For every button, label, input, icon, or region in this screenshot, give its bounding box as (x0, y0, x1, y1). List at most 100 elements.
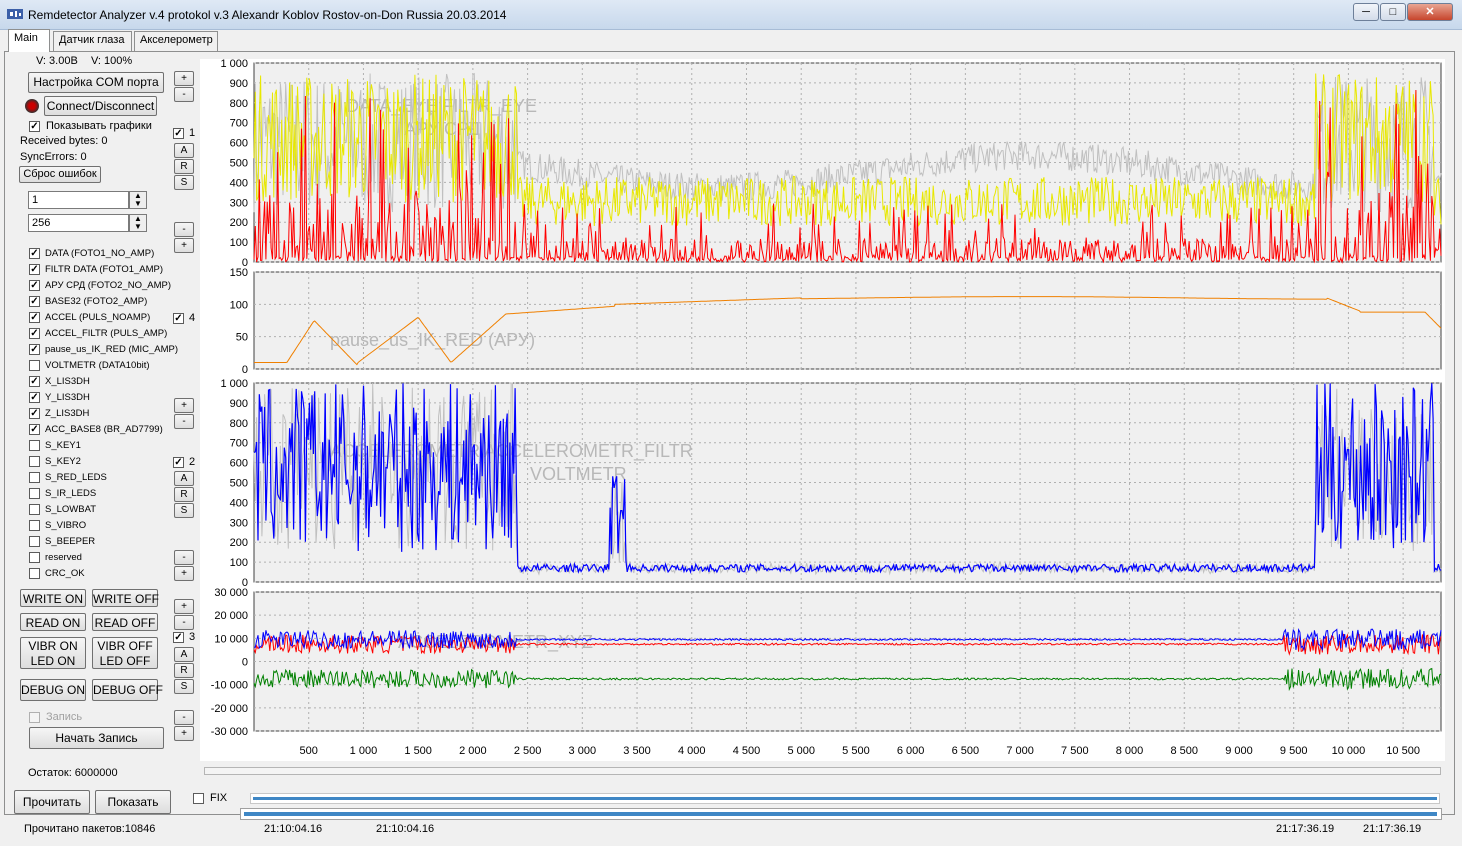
channel-item[interactable]: S_KEY1 (29, 439, 189, 453)
read-button[interactable]: Прочитать (14, 790, 90, 814)
channel-item[interactable]: reserved (29, 551, 189, 565)
channel-checkbox[interactable] (29, 552, 40, 563)
channel-item[interactable]: S_IR_LEDS (29, 487, 189, 501)
channel-item[interactable]: ✓ АРУ СРД (FOTO2_NO_AMP) (29, 279, 189, 293)
channel-checkbox[interactable] (29, 520, 40, 531)
number-input-2[interactable]: 256 (28, 214, 129, 232)
channel-checkbox[interactable]: ✓ (29, 328, 40, 339)
record-checkbox[interactable] (29, 712, 40, 723)
channel-checkbox[interactable]: ✓ (29, 376, 40, 387)
vibr-led-on-button[interactable]: VIBR ON LED ON (20, 637, 86, 669)
channel-checkbox[interactable]: ✓ (29, 248, 40, 259)
tab-eye-sensor[interactable]: Датчик глаза (53, 31, 132, 51)
chart-scrollbar[interactable] (204, 767, 1441, 775)
zoom-out-button[interactable]: - (174, 710, 194, 725)
zoom-in-button[interactable]: + (174, 566, 194, 581)
channel-item[interactable]: S_LOWBAT (29, 503, 189, 517)
connect-button[interactable]: Connect/Disconnect (44, 96, 157, 116)
channel-checkbox[interactable]: ✓ (29, 312, 40, 323)
channel-item[interactable]: ✓ DATA (FOTO1_NO_AMP) (29, 247, 189, 261)
channel-checkbox[interactable]: ✓ (29, 408, 40, 419)
channel-item[interactable]: S_RED_LEDS (29, 471, 189, 485)
channel-checkbox[interactable] (29, 472, 40, 483)
channel-item[interactable]: ✓ Z_LIS3DH (29, 407, 189, 421)
start-record-button[interactable]: Начать Запись (29, 727, 164, 749)
write-on-button[interactable]: WRITE ON (20, 589, 86, 607)
channel-item[interactable]: ✓ Y_LIS3DH (29, 391, 189, 405)
channel-item[interactable]: S_BEEPER (29, 535, 189, 549)
graph-visible-checkbox[interactable]: ✓ (173, 313, 184, 324)
scale-button[interactable]: S (174, 175, 194, 190)
reset-scale-button[interactable]: R (174, 663, 194, 678)
channel-item[interactable]: S_VIBRO (29, 519, 189, 533)
x-tick-label: 6 500 (952, 745, 980, 757)
channel-item[interactable]: VOLTMETR (DATA10bit) (29, 359, 189, 373)
reset-scale-button[interactable]: R (174, 487, 194, 502)
reset-errors-button[interactable]: Сброс ошибок (19, 166, 101, 183)
channel-checkbox[interactable]: ✓ (29, 424, 40, 435)
zoom-in-button[interactable]: + (174, 398, 194, 413)
close-button[interactable]: ✕ (1407, 3, 1453, 21)
channel-item[interactable]: ✓ X_LIS3DH (29, 375, 189, 389)
channel-item[interactable]: CRC_OK (29, 567, 189, 581)
channel-checkbox[interactable] (29, 536, 40, 547)
number-input-1[interactable]: 1 (28, 191, 129, 209)
spinner-2[interactable]: ▲ ▼ (129, 214, 147, 232)
range-selector[interactable] (240, 808, 1442, 820)
read-on-button[interactable]: READ ON (20, 613, 86, 631)
channel-label: S_KEY2 (45, 456, 81, 467)
channel-checkbox[interactable] (29, 440, 40, 451)
fix-checkbox[interactable] (193, 793, 204, 804)
zoom-in-button[interactable]: + (174, 726, 194, 741)
channel-checkbox[interactable] (29, 504, 40, 515)
scale-button[interactable]: S (174, 503, 194, 518)
channel-item[interactable]: ✓ BASE32 (FOTO2_AMP) (29, 295, 189, 309)
zoom-in-button[interactable]: + (174, 71, 194, 86)
tab-accelerometer[interactable]: Акселерометр (134, 31, 218, 51)
channel-item[interactable]: ✓ FILTR DATA (FOTO1_AMP) (29, 263, 189, 277)
write-off-button[interactable]: WRITE OFF (92, 589, 159, 607)
range-slider-track[interactable] (250, 793, 1440, 804)
channel-checkbox[interactable]: ✓ (29, 264, 40, 275)
maximize-button[interactable]: □ (1380, 3, 1406, 21)
read-off-button[interactable]: READ OFF (92, 613, 158, 631)
channel-checkbox[interactable]: ✓ (29, 392, 40, 403)
zoom-out-button[interactable]: - (174, 87, 194, 102)
graph-visible-checkbox[interactable]: ✓ (173, 457, 184, 468)
channel-checkbox[interactable] (29, 488, 40, 499)
channel-item[interactable]: S_KEY2 (29, 455, 189, 469)
record-label: Запись (46, 711, 83, 723)
zoom-out-button[interactable]: - (174, 615, 194, 630)
channel-checkbox[interactable] (29, 360, 40, 371)
debug-on-button[interactable]: DEBUG ON (20, 679, 86, 701)
zoom-in-button[interactable]: + (174, 238, 194, 253)
auto-scale-button[interactable]: A (174, 471, 194, 486)
graph-visible-checkbox[interactable]: ✓ (173, 632, 184, 643)
debug-off-button[interactable]: DEBUG OFF (92, 679, 163, 701)
zoom-out-button[interactable]: - (174, 550, 194, 565)
channel-item[interactable]: ✓ ACC_BASE8 (BR_AD7799) (29, 423, 189, 437)
zoom-out-button[interactable]: - (174, 222, 194, 237)
channel-checkbox[interactable] (29, 568, 40, 579)
zoom-out-button[interactable]: - (174, 414, 194, 429)
channel-item[interactable]: ✓ ACCEL (PULS_NOAMP) (29, 311, 189, 325)
scale-button[interactable]: S (174, 679, 194, 694)
com-port-settings-button[interactable]: Настройка COM порта (28, 72, 164, 93)
channel-item[interactable]: ✓ pause_us_IK_RED (MIC_AMP) (29, 343, 189, 357)
channel-checkbox[interactable]: ✓ (29, 296, 40, 307)
tab-main[interactable]: Main (8, 29, 50, 52)
graph-visible-checkbox[interactable]: ✓ (173, 128, 184, 139)
spinner-1[interactable]: ▲ ▼ (129, 191, 147, 209)
auto-scale-button[interactable]: A (174, 647, 194, 662)
zoom-in-button[interactable]: + (174, 599, 194, 614)
minimize-button[interactable]: ─ (1353, 3, 1379, 21)
channel-checkbox[interactable]: ✓ (29, 280, 40, 291)
reset-scale-button[interactable]: R (174, 159, 194, 174)
auto-scale-button[interactable]: A (174, 143, 194, 158)
channel-checkbox[interactable]: ✓ (29, 344, 40, 355)
channel-checkbox[interactable] (29, 456, 40, 467)
show-graphs-checkbox[interactable]: ✓ (29, 121, 40, 132)
channel-item[interactable]: ✓ ACCEL_FILTR (PULS_AMP) (29, 327, 189, 341)
show-button[interactable]: Показать (95, 790, 171, 814)
vibr-led-off-button[interactable]: VIBR OFF LED OFF (92, 637, 158, 669)
